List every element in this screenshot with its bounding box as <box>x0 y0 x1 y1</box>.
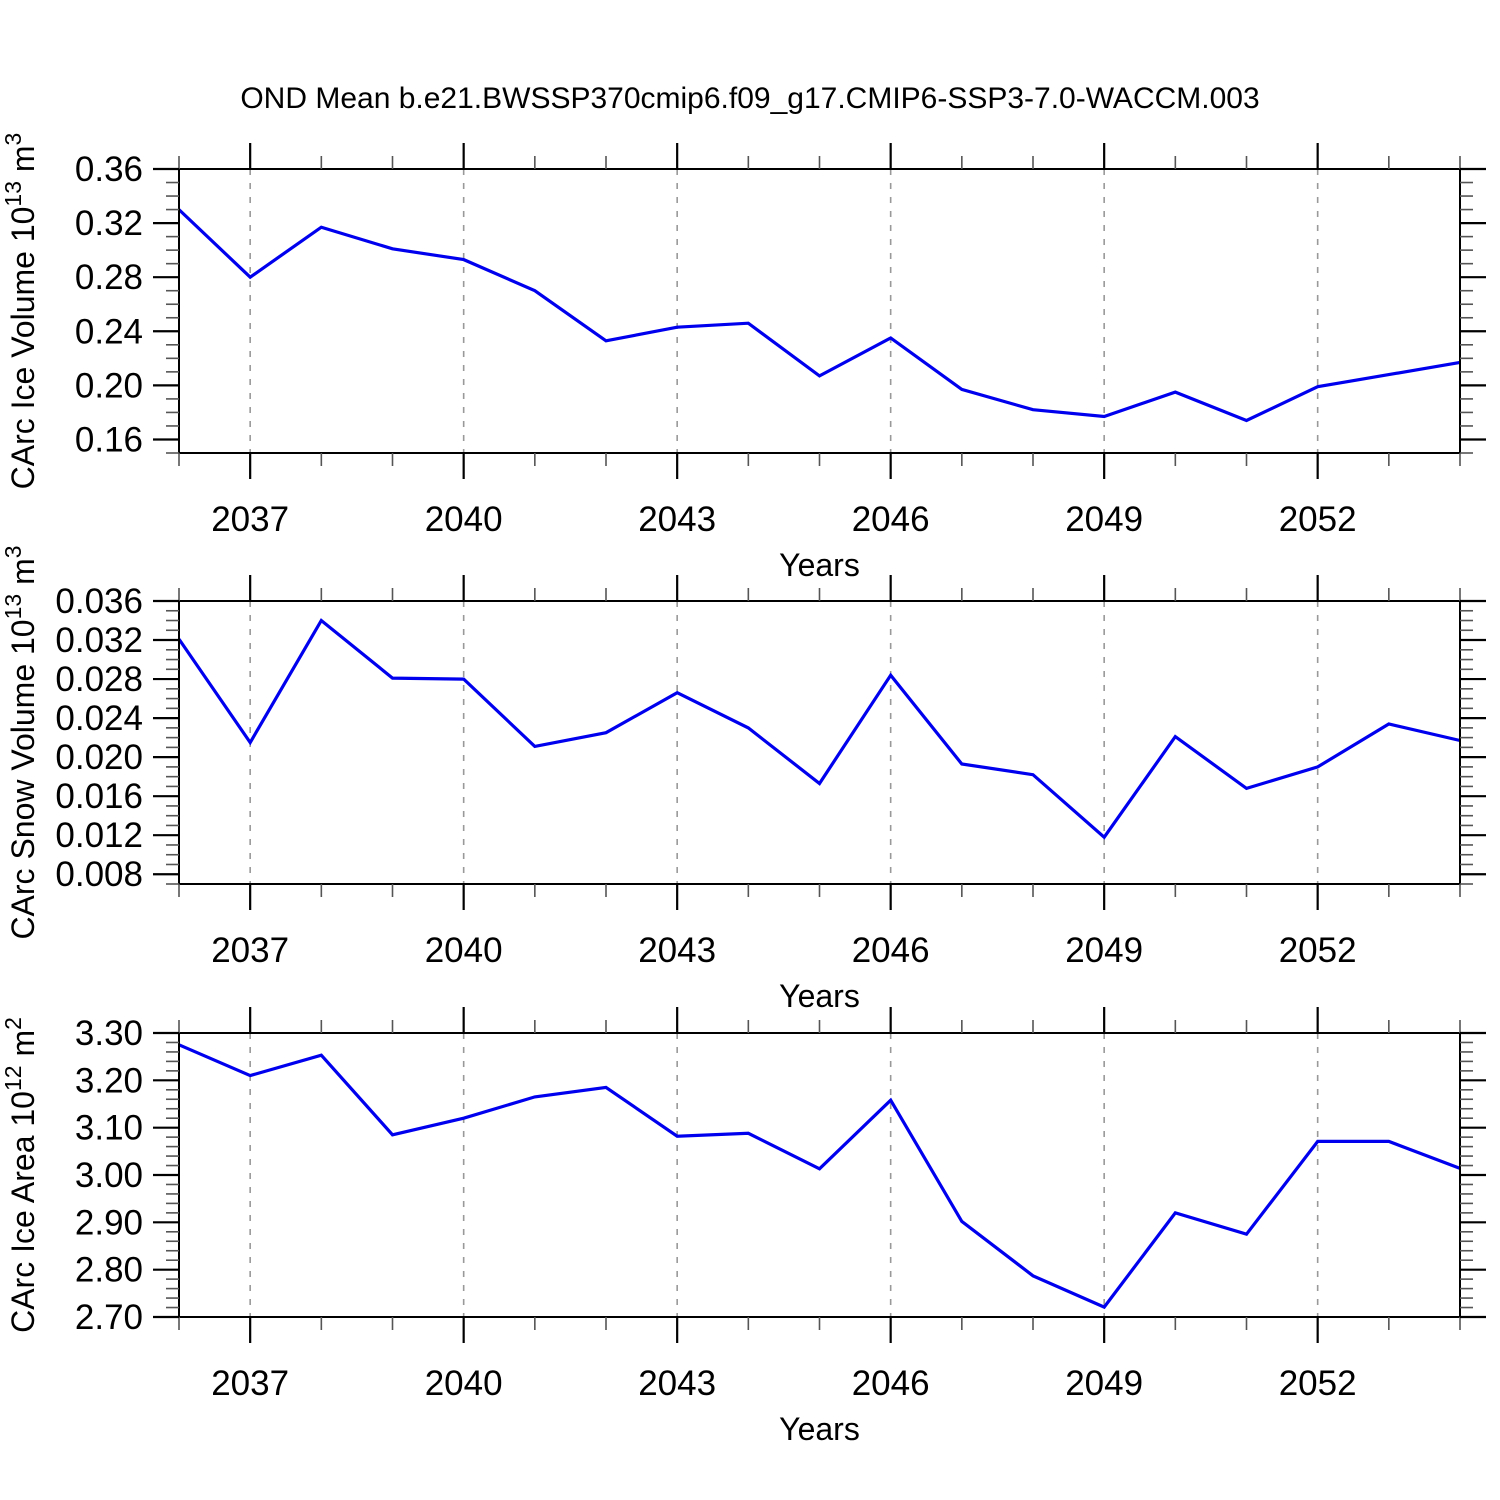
x-tick-label: 2043 <box>638 931 716 970</box>
y-tick-label: 3.00 <box>75 1156 143 1195</box>
y-tick-label: 0.28 <box>75 258 143 297</box>
x-tick-label: 2052 <box>1279 931 1357 970</box>
x-tick-label: 2046 <box>852 931 930 970</box>
x-tick-label: 2037 <box>211 500 289 539</box>
y-axis-label: CArc Ice Volume 1013 m3 <box>0 133 41 490</box>
x-axis-label: Years <box>779 978 860 1014</box>
x-tick-label: 2040 <box>425 1364 503 1403</box>
y-tick-label: 0.32 <box>75 204 143 243</box>
y-tick-label: 0.012 <box>55 816 143 855</box>
y-tick-label: 0.008 <box>55 855 143 894</box>
y-tick-label: 3.30 <box>75 1014 143 1053</box>
y-tick-label: 3.10 <box>75 1109 143 1148</box>
y-tick-label: 0.020 <box>55 738 143 777</box>
y-tick-label: 2.70 <box>75 1298 143 1337</box>
y-tick-label: 0.016 <box>55 777 143 816</box>
y-tick-label: 2.80 <box>75 1251 143 1290</box>
plot-frame <box>178 1032 1461 1318</box>
data-line <box>178 1043 1461 1310</box>
chart-2: 0.0080.0120.0160.0200.0240.0280.0320.036… <box>0 545 1486 1014</box>
x-axis-label: Years <box>779 547 860 583</box>
y-tick-label: 0.24 <box>75 312 143 351</box>
x-tick-label: 2037 <box>211 1364 289 1403</box>
y-axis-label: CArc Ice Area 1012 m2 <box>0 1017 41 1333</box>
x-axis-label: Years <box>779 1411 860 1447</box>
charts-root: 0.16 0.20 0.24 0.28 0.32 0.36 2037 2040 2043 2046… <box>0 133 1486 1447</box>
x-tick-label: 2043 <box>638 1364 716 1403</box>
y-tick-label: 2.90 <box>75 1203 143 1242</box>
chart-3: 2.70 2.80 2.90 3.00 3.10 3.20 3.30 2037 2040 2043… <box>0 1007 1486 1447</box>
y-tick-label: 0.028 <box>55 660 143 699</box>
x-tick-label: 2043 <box>638 500 716 539</box>
chart-1: 0.16 0.20 0.24 0.28 0.32 0.36 2037 2040 2043 2046… <box>0 133 1486 583</box>
x-tick-label: 2037 <box>211 931 289 970</box>
x-tick-label: 2049 <box>1065 931 1143 970</box>
y-tick-label: 0.16 <box>75 420 143 459</box>
x-tick-label: 2046 <box>852 1364 930 1403</box>
y-tick-label: 0.036 <box>55 582 143 621</box>
x-tick-label: 2049 <box>1065 1364 1143 1403</box>
x-tick-label: 2052 <box>1279 500 1357 539</box>
figure-title: OND Mean b.e21.BWSSP370cmip6.f09_g17.CMI… <box>240 82 1259 115</box>
data-line <box>177 618 1461 840</box>
y-tick-label: 0.032 <box>55 621 143 660</box>
y-tick-label: 0.20 <box>75 366 143 405</box>
y-tick-label: 0.36 <box>75 150 143 189</box>
y-tick-label: 0.024 <box>55 699 143 738</box>
x-tick-label: 2040 <box>425 500 503 539</box>
x-tick-label: 2052 <box>1279 1364 1357 1403</box>
y-axis-label: CArc Snow Volume 1013 m3 <box>0 545 41 939</box>
x-tick-label: 2049 <box>1065 500 1143 539</box>
data-line <box>177 208 1461 423</box>
x-tick-label: 2040 <box>425 931 503 970</box>
x-tick-label: 2046 <box>852 500 930 539</box>
y-tick-label: 3.20 <box>75 1061 143 1100</box>
plot-frame <box>178 600 1461 885</box>
